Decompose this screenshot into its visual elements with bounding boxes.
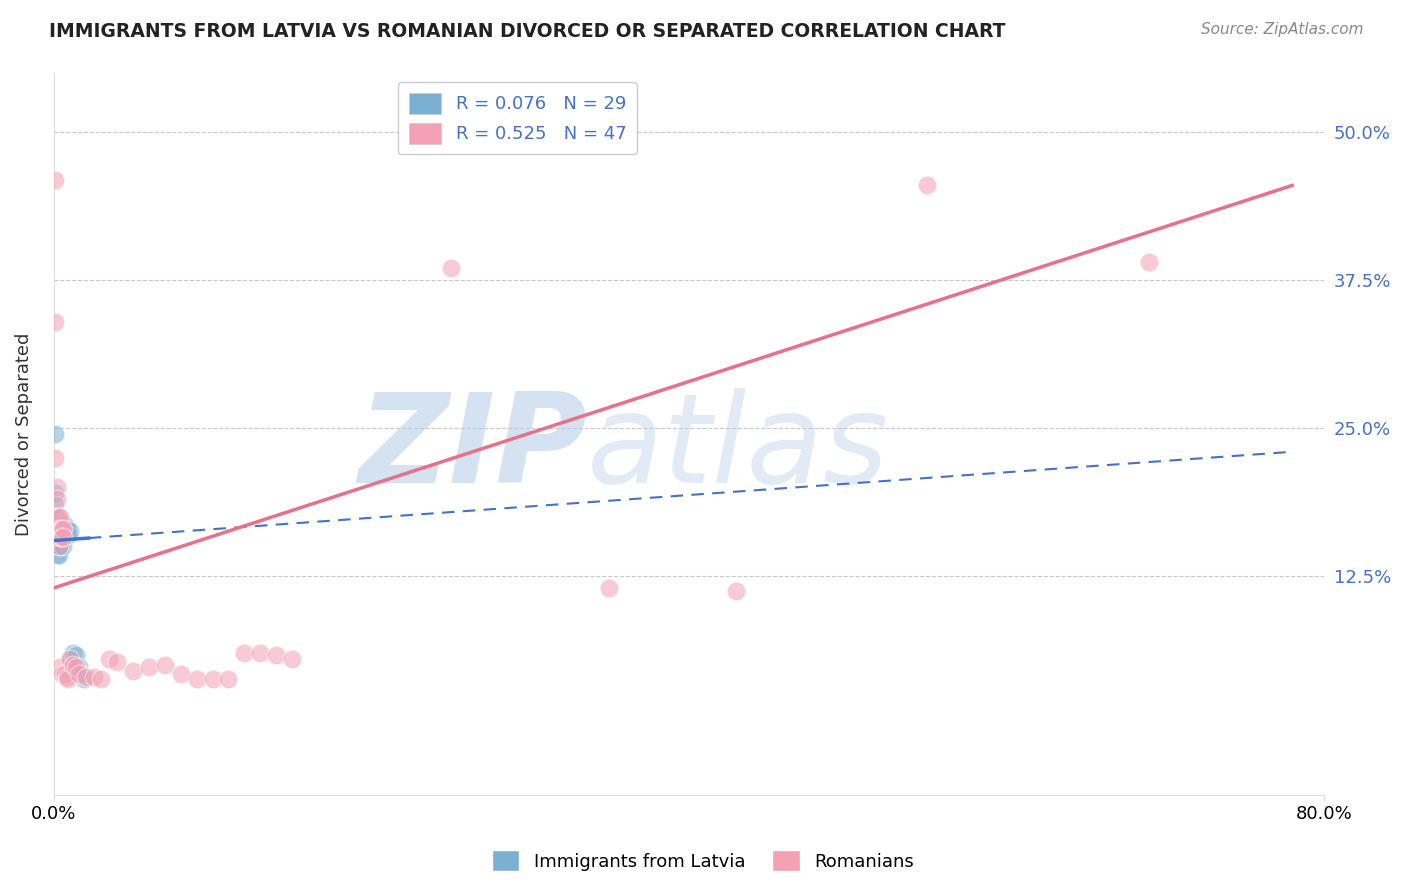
Point bbox=[67, 667, 90, 681]
Point bbox=[264, 648, 287, 663]
Point bbox=[59, 524, 82, 538]
Point bbox=[46, 518, 69, 533]
Point bbox=[48, 522, 70, 536]
Point bbox=[44, 486, 66, 500]
Point bbox=[46, 509, 69, 524]
Point bbox=[48, 548, 70, 562]
Point bbox=[67, 660, 90, 674]
Point bbox=[440, 261, 463, 276]
Point bbox=[725, 584, 748, 599]
Point bbox=[105, 656, 128, 670]
Point bbox=[52, 540, 75, 554]
Point bbox=[915, 178, 938, 193]
Point bbox=[49, 530, 72, 544]
Point bbox=[44, 540, 66, 554]
Point bbox=[65, 660, 87, 674]
Point bbox=[53, 518, 76, 533]
Point bbox=[1137, 255, 1160, 269]
Point bbox=[44, 427, 66, 442]
Point bbox=[48, 540, 70, 554]
Point bbox=[73, 672, 96, 686]
Point bbox=[49, 540, 72, 554]
Point bbox=[48, 540, 70, 554]
Point bbox=[51, 530, 73, 544]
Point bbox=[44, 509, 66, 524]
Point bbox=[59, 652, 82, 666]
Point bbox=[44, 522, 66, 536]
Point bbox=[44, 530, 66, 544]
Point bbox=[62, 657, 84, 672]
Point bbox=[48, 530, 70, 544]
Point bbox=[138, 660, 160, 674]
Point bbox=[46, 530, 69, 544]
Legend: R = 0.076   N = 29, R = 0.525   N = 47: R = 0.076 N = 29, R = 0.525 N = 47 bbox=[398, 82, 637, 154]
Point bbox=[46, 492, 69, 507]
Point bbox=[46, 548, 69, 562]
Point bbox=[153, 657, 176, 672]
Point bbox=[69, 667, 91, 681]
Point bbox=[44, 172, 66, 186]
Point bbox=[598, 581, 620, 595]
Point bbox=[44, 450, 66, 465]
Point bbox=[52, 530, 75, 544]
Y-axis label: Divorced or Separated: Divorced or Separated bbox=[15, 333, 32, 536]
Point bbox=[44, 315, 66, 329]
Point bbox=[90, 672, 112, 686]
Point bbox=[48, 509, 70, 524]
Point bbox=[51, 667, 73, 681]
Text: IMMIGRANTS FROM LATVIA VS ROMANIAN DIVORCED OR SEPARATED CORRELATION CHART: IMMIGRANTS FROM LATVIA VS ROMANIAN DIVOR… bbox=[49, 22, 1005, 41]
Point bbox=[52, 522, 75, 536]
Point bbox=[122, 664, 145, 678]
Point bbox=[53, 667, 76, 681]
Point bbox=[83, 670, 105, 684]
Point bbox=[48, 522, 70, 536]
Point bbox=[56, 527, 79, 541]
Point bbox=[62, 646, 84, 660]
Point bbox=[49, 522, 72, 536]
Text: atlas: atlas bbox=[588, 388, 890, 509]
Point bbox=[201, 672, 224, 686]
Point bbox=[46, 540, 69, 554]
Point bbox=[217, 672, 239, 686]
Point bbox=[49, 660, 72, 674]
Point bbox=[48, 530, 70, 544]
Point bbox=[55, 522, 77, 536]
Point bbox=[56, 672, 79, 686]
Point bbox=[65, 648, 87, 663]
Point bbox=[55, 670, 77, 684]
Point bbox=[59, 652, 82, 666]
Point bbox=[75, 670, 97, 684]
Point bbox=[44, 498, 66, 512]
Point bbox=[98, 652, 121, 666]
Text: ZIP: ZIP bbox=[359, 388, 588, 509]
Point bbox=[46, 480, 69, 494]
Legend: Immigrants from Latvia, Romanians: Immigrants from Latvia, Romanians bbox=[485, 843, 921, 879]
Point bbox=[49, 530, 72, 544]
Point bbox=[170, 667, 193, 681]
Point bbox=[51, 530, 73, 544]
Point bbox=[49, 509, 72, 524]
Point bbox=[233, 646, 256, 660]
Point bbox=[281, 652, 304, 666]
Point bbox=[249, 646, 271, 660]
Text: Source: ZipAtlas.com: Source: ZipAtlas.com bbox=[1201, 22, 1364, 37]
Point bbox=[186, 672, 208, 686]
Point bbox=[51, 522, 73, 536]
